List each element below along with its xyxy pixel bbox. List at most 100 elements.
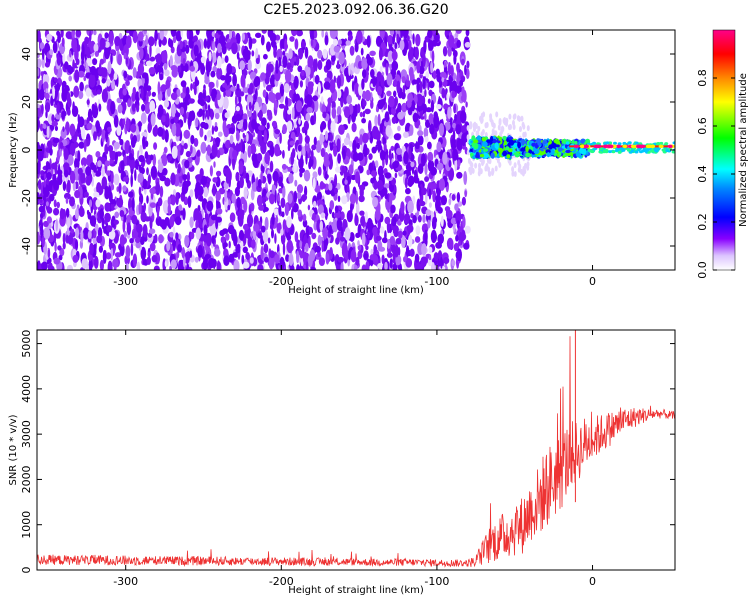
signal-cell: [525, 145, 529, 153]
noise-cell: [202, 258, 209, 270]
noise-cell: [378, 246, 386, 252]
noise-cell: [262, 89, 267, 98]
y-tick-label: 4000: [20, 375, 33, 403]
noise-cell: [294, 231, 299, 243]
noise-cell: [147, 122, 152, 134]
noise-cell: [115, 151, 118, 163]
noise-cell: [281, 163, 287, 170]
noise-cell: [275, 59, 279, 74]
noise-cell: [375, 106, 379, 113]
noise-cell: [451, 259, 456, 267]
noise-cell: [313, 111, 317, 125]
noise-cell: [268, 63, 274, 73]
snr-frame: [36, 329, 676, 571]
noise-cell: [457, 159, 461, 167]
noise-cell: [428, 188, 432, 200]
noise-cell: [250, 239, 256, 249]
noise-cell: [360, 215, 365, 227]
noise-cell: [269, 160, 274, 173]
noise-cell: [244, 49, 251, 63]
noise-cell: [278, 204, 282, 216]
noise-cell: [402, 30, 409, 40]
noise-cell: [321, 104, 327, 114]
noise-cell: [328, 156, 333, 170]
noise-cell: [78, 90, 84, 100]
noise-cell: [242, 118, 248, 131]
noise-cell: [226, 63, 233, 75]
noise-cell: [233, 234, 238, 247]
noise-cell: [440, 256, 443, 269]
noise-cell: [95, 223, 99, 232]
noise-cell: [183, 129, 191, 139]
noise-cell: [181, 140, 185, 146]
noise-cell: [419, 110, 424, 117]
noise-cell: [318, 204, 324, 215]
noise-cell: [407, 200, 414, 214]
noise-cell: [391, 50, 398, 61]
noise-cell: [206, 214, 210, 227]
noise-cell: [199, 100, 205, 107]
noise-cell: [325, 252, 330, 265]
noise-cell: [180, 80, 187, 88]
noise-cell: [433, 114, 440, 129]
noise-cell: [260, 141, 267, 155]
y-tick-label: 2000: [20, 465, 33, 493]
noise-cell: [222, 228, 229, 235]
noise-cell: [414, 142, 420, 150]
noise-cell: [370, 69, 375, 78]
noise-cell: [204, 134, 207, 141]
noise-cell: [452, 130, 456, 141]
noise-cell: [296, 250, 300, 264]
noise-cell: [269, 144, 275, 158]
y-tick-label: 5000: [20, 330, 33, 358]
noise-cell: [377, 113, 381, 127]
noise-cell: [440, 71, 447, 79]
noise-cell: [328, 182, 333, 191]
noise-cell: [250, 143, 257, 155]
noise-cell: [376, 139, 382, 147]
noise-cell: [443, 257, 450, 264]
noise-cell: [61, 89, 68, 102]
noise-cell: [511, 170, 515, 177]
noise-cell: [349, 45, 355, 56]
noise-cell: [494, 165, 498, 172]
noise-cell: [184, 235, 190, 248]
noise-cell: [301, 70, 305, 77]
noise-cell: [464, 225, 471, 234]
noise-cell: [104, 32, 109, 39]
noise-cell: [138, 31, 144, 42]
noise-cell: [404, 213, 411, 225]
noise-cell: [53, 77, 58, 83]
noise-cell: [424, 162, 428, 176]
noise-cell: [53, 65, 57, 74]
noise-cell: [293, 159, 297, 174]
noise-cell: [425, 119, 431, 128]
noise-cell: [232, 73, 238, 87]
noise-cell: [87, 211, 92, 220]
noise-cell: [72, 101, 75, 113]
noise-cell: [96, 235, 103, 244]
noise-cell: [247, 87, 254, 95]
noise-cell: [243, 199, 248, 213]
noise-cell: [52, 41, 58, 54]
noise-cell: [66, 179, 71, 194]
noise-cell: [301, 242, 305, 254]
noise-cell: [153, 142, 158, 150]
noise-cell: [296, 30, 303, 37]
noise-cell: [490, 119, 494, 126]
noise-cell: [361, 90, 367, 100]
noise-cell: [157, 162, 164, 174]
noise-cell: [438, 123, 445, 137]
noise-cell: [296, 192, 302, 200]
noise-cell: [149, 43, 152, 58]
noise-cell: [66, 217, 71, 229]
noise-cell: [399, 263, 403, 270]
noise-cell: [175, 192, 179, 206]
noise-cell: [132, 86, 137, 96]
noise-cell: [147, 90, 152, 97]
noise-cell: [57, 245, 62, 251]
noise-cell: [474, 162, 478, 169]
noise-cell: [105, 128, 108, 143]
noise-cell: [412, 215, 417, 224]
